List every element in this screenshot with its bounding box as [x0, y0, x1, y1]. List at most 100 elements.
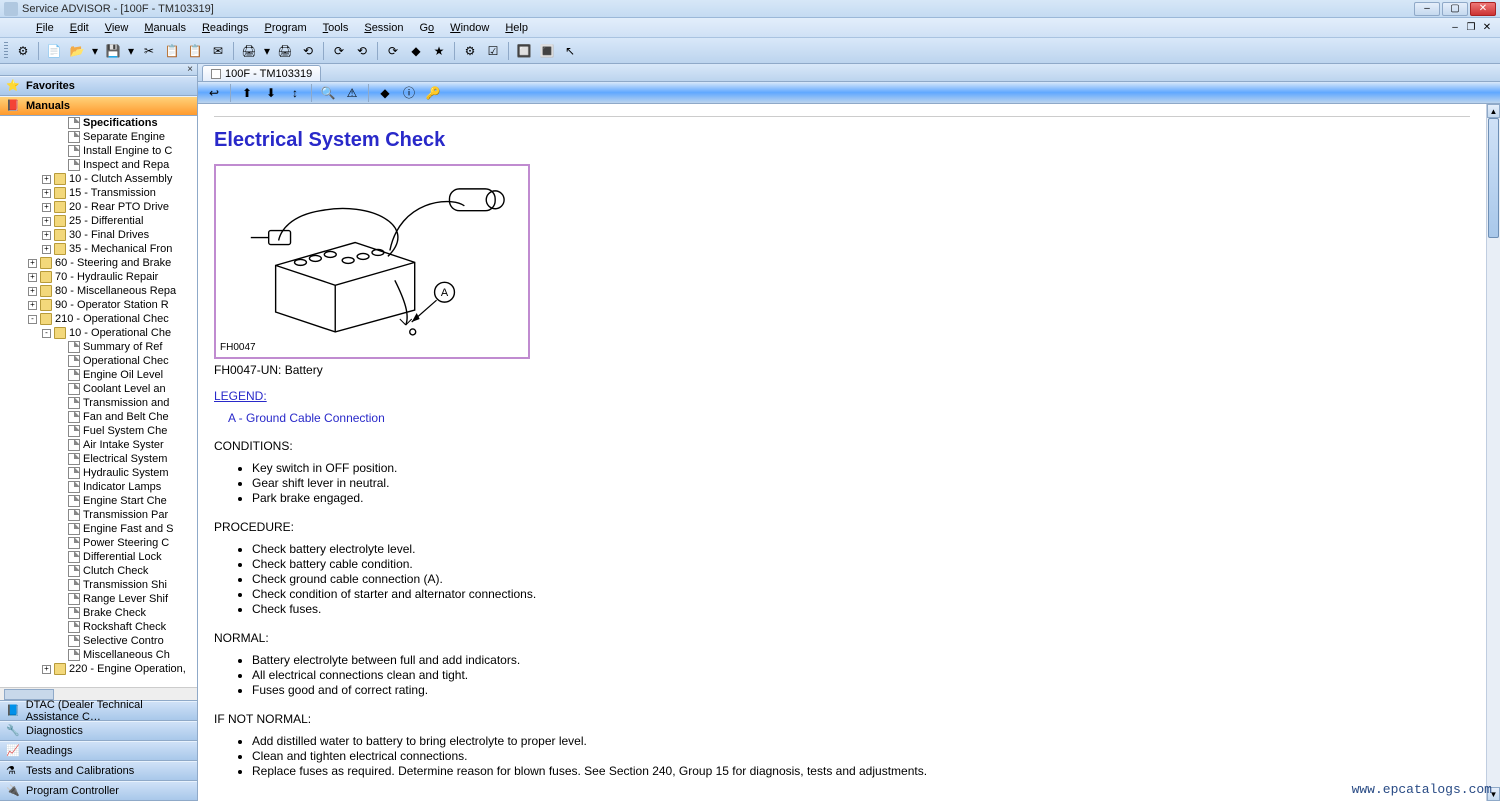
toolbar-dropdown-11[interactable]: ▾ — [262, 41, 272, 61]
tree-page[interactable]: Transmission and — [0, 396, 197, 410]
document-tab[interactable]: 100F - TM103319 — [202, 65, 321, 81]
tree-page[interactable]: Specifications — [0, 116, 197, 130]
tree-expander[interactable]: + — [28, 301, 37, 310]
menu-session[interactable]: Session — [358, 20, 409, 36]
toolbar-button-21[interactable]: 🔲 — [514, 41, 534, 61]
tree-expander[interactable]: + — [42, 217, 51, 226]
toolbar-button-14[interactable]: ⟳ — [329, 41, 349, 61]
tree-expander[interactable]: + — [42, 231, 51, 240]
toolbar-button-9[interactable]: ✉ — [208, 41, 228, 61]
tree-page[interactable]: Rockshaft Check — [0, 620, 197, 634]
tree-folder[interactable]: +220 - Engine Operation, — [0, 662, 197, 676]
toolbar-button-8[interactable]: 📋 — [185, 41, 205, 61]
tree-expander[interactable]: + — [42, 175, 51, 184]
tree-folder[interactable]: +60 - Steering and Brake — [0, 256, 197, 270]
tree-expander[interactable]: + — [42, 665, 51, 674]
menu-edit[interactable]: Edit — [64, 20, 95, 36]
mdi-minimize[interactable]: – — [1448, 22, 1462, 34]
accordion-favorites[interactable]: ⭐ Favorites — [0, 76, 197, 96]
tree-page[interactable]: Power Steering C — [0, 536, 197, 550]
toolbar-button-18[interactable]: ★ — [429, 41, 449, 61]
tree-expander[interactable]: + — [28, 259, 37, 268]
tree-folder[interactable]: +25 - Differential — [0, 214, 197, 228]
tree-folder[interactable]: +90 - Operator Station R — [0, 298, 197, 312]
menu-file[interactable]: File — [30, 20, 60, 36]
tree-folder[interactable]: +10 - Clutch Assembly — [0, 172, 197, 186]
toolbar-button-12[interactable]: 🖨 — [275, 41, 295, 61]
tree-folder[interactable]: +30 - Final Drives — [0, 228, 197, 242]
menu-tools[interactable]: Tools — [317, 20, 355, 36]
scroll-thumb[interactable] — [1488, 118, 1499, 238]
tree-page[interactable]: Install Engine to C — [0, 144, 197, 158]
accordion-tests[interactable]: ⚗ Tests and Calibrations — [0, 761, 197, 781]
toolbar-button-6[interactable]: ✂ — [139, 41, 159, 61]
tree-page[interactable]: Fan and Belt Che — [0, 410, 197, 424]
doc-toolbar-button-10[interactable]: ⓘ — [399, 83, 419, 103]
tree-page[interactable]: Engine Fast and S — [0, 522, 197, 536]
tree-folder[interactable]: +35 - Mechanical Fron — [0, 242, 197, 256]
toolbar-button-17[interactable]: ◆ — [406, 41, 426, 61]
tree-expander[interactable]: + — [28, 273, 37, 282]
menu-view[interactable]: View — [99, 20, 135, 36]
minimize-button[interactable]: – — [1414, 2, 1440, 16]
tree-page[interactable]: Electrical System — [0, 452, 197, 466]
doc-toolbar-button-3[interactable]: ⬇ — [261, 83, 281, 103]
tree-folder[interactable]: +20 - Rear PTO Drive — [0, 200, 197, 214]
accordion-readings[interactable]: 📈 Readings — [0, 741, 197, 761]
menu-go[interactable]: Go — [413, 20, 440, 36]
toolbar-button-13[interactable]: ⟲ — [298, 41, 318, 61]
toolbar-button-15[interactable]: ⟲ — [352, 41, 372, 61]
menu-manuals[interactable]: Manuals — [138, 20, 192, 36]
tree-folder[interactable]: +80 - Miscellaneous Repa — [0, 284, 197, 298]
tree-page[interactable]: Clutch Check — [0, 564, 197, 578]
tree-page[interactable]: Brake Check — [0, 606, 197, 620]
tree-expander[interactable]: - — [28, 315, 37, 324]
mdi-restore[interactable]: ❐ — [1464, 22, 1478, 34]
tree-page[interactable]: Hydraulic System — [0, 466, 197, 480]
tree-expander[interactable]: - — [42, 329, 51, 338]
menu-help[interactable]: Help — [499, 20, 534, 36]
tree-page[interactable]: Miscellaneous Ch — [0, 648, 197, 662]
toolbar-button-19[interactable]: ⚙ — [460, 41, 480, 61]
accordion-dtac[interactable]: 📘 DTAC (Dealer Technical Assistance C… — [0, 701, 197, 721]
left-pane-close-icon[interactable]: × — [187, 64, 193, 75]
maximize-button[interactable]: ▢ — [1442, 2, 1468, 16]
tree-page[interactable]: Air Intake Syster — [0, 438, 197, 452]
tree-page[interactable]: Coolant Level an — [0, 382, 197, 396]
doc-toolbar-button-4[interactable]: ↕ — [285, 83, 305, 103]
accordion-program[interactable]: 🔌 Program Controller — [0, 781, 197, 801]
tree-expander[interactable]: + — [42, 189, 51, 198]
doc-toolbar-button-2[interactable]: ⬆ — [237, 83, 257, 103]
toolbar-grip[interactable] — [4, 42, 8, 60]
menu-readings[interactable]: Readings — [196, 20, 255, 36]
toolbar-dropdown-5[interactable]: ▾ — [126, 41, 136, 61]
menu-window[interactable]: Window — [444, 20, 495, 36]
accordion-diagnostics[interactable]: 🔧 Diagnostics — [0, 721, 197, 741]
tree-page[interactable]: Differential Lock — [0, 550, 197, 564]
toolbar-button-16[interactable]: ⟳ — [383, 41, 403, 61]
doc-toolbar-button-9[interactable]: ◆ — [375, 83, 395, 103]
toolbar-button-7[interactable]: 📋 — [162, 41, 182, 61]
toolbar-button-20[interactable]: ☑ — [483, 41, 503, 61]
toolbar-button-10[interactable]: 🖨 — [239, 41, 259, 61]
doc-toolbar-button-0[interactable]: ↩ — [204, 83, 224, 103]
toolbar-button-0[interactable]: ⚙ — [13, 41, 33, 61]
tree-folder[interactable]: -210 - Operational Chec — [0, 312, 197, 326]
tree-folder[interactable]: +15 - Transmission — [0, 186, 197, 200]
toolbar-dropdown-3[interactable]: ▾ — [90, 41, 100, 61]
tree-page[interactable]: Transmission Shi — [0, 578, 197, 592]
doc-toolbar-button-6[interactable]: 🔍 — [318, 83, 338, 103]
tree-page[interactable]: Selective Contro — [0, 634, 197, 648]
legend-heading[interactable]: LEGEND: — [214, 389, 1470, 403]
close-button[interactable]: ✕ — [1470, 2, 1496, 16]
doc-toolbar-button-11[interactable]: 🔑 — [423, 83, 443, 103]
tree-page[interactable]: Range Lever Shif — [0, 592, 197, 606]
tree-page[interactable]: Engine Start Che — [0, 494, 197, 508]
tree-expander[interactable]: + — [28, 287, 37, 296]
tree-page[interactable]: Separate Engine — [0, 130, 197, 144]
mdi-close[interactable]: ✕ — [1480, 22, 1494, 34]
doc-toolbar-button-7[interactable]: ⚠ — [342, 83, 362, 103]
content-vscrollbar[interactable]: ▲ ▼ — [1486, 104, 1500, 801]
tree-expander[interactable]: + — [42, 245, 51, 254]
toolbar-button-1[interactable]: 📄 — [44, 41, 64, 61]
